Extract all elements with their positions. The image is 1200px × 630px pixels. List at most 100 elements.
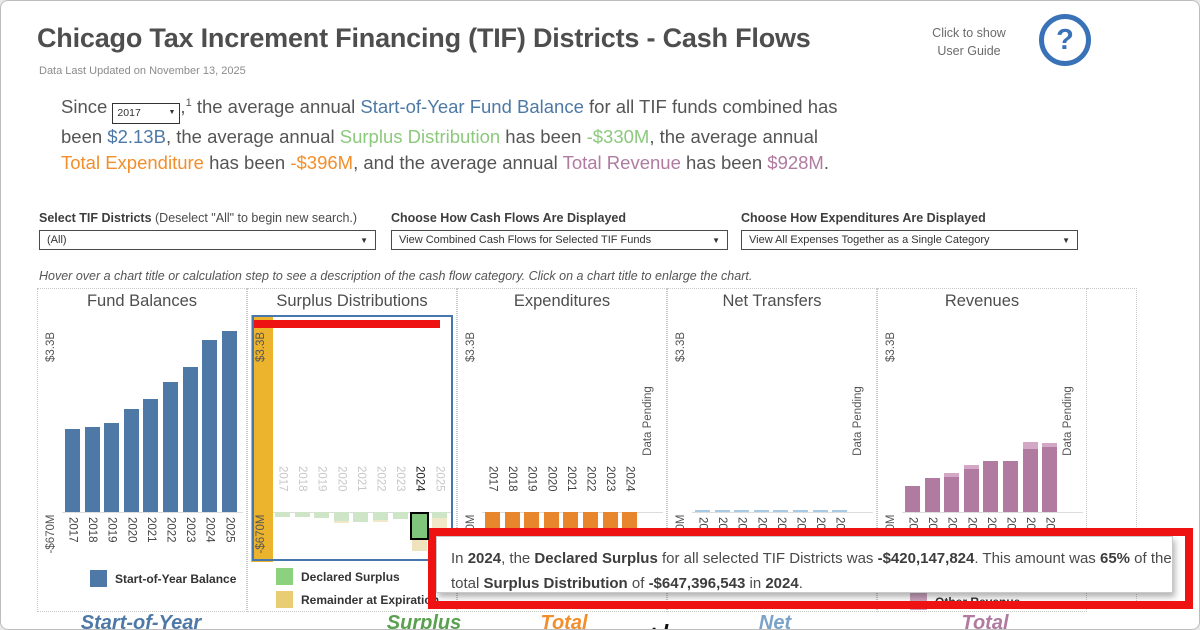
- legend-item[interactable]: Start-of-Year Balance: [90, 570, 236, 587]
- bar[interactable]: [163, 382, 178, 512]
- bar[interactable]: [410, 512, 430, 540]
- y-axis-max-label: $3.3B: [885, 331, 897, 363]
- bar[interactable]: [392, 512, 408, 519]
- bar[interactable]: [333, 521, 349, 523]
- control-label-0: Select TIF Districts (Deselect "All" to …: [39, 211, 358, 225]
- bar[interactable]: [1022, 442, 1038, 449]
- x-axis-year-label: 2023: [604, 466, 617, 492]
- bar[interactable]: [1022, 449, 1038, 512]
- bar[interactable]: [983, 461, 999, 512]
- x-axis-year-label: 2023: [394, 466, 407, 492]
- zero-axis-line: [902, 512, 1083, 513]
- chart-fund-balances: Fund Balances $3.3B -$670M 2017 2018 2019 2020…: [37, 288, 247, 612]
- since-year-select[interactable]: 2017 ▼: [112, 102, 181, 124]
- x-axis-year-label: 2025: [433, 466, 446, 492]
- x-axis-year-label: 2022: [584, 466, 597, 492]
- legend-label: Declared Surplus: [301, 569, 400, 584]
- bar[interactable]: [944, 477, 960, 512]
- bar[interactable]: [65, 429, 80, 512]
- bar[interactable]: [412, 537, 428, 551]
- flow-label-total: Total: [540, 612, 588, 630]
- bar[interactable]: [753, 510, 769, 512]
- chart-title[interactable]: Revenues: [944, 292, 1020, 310]
- bar[interactable]: [84, 427, 100, 512]
- x-axis-year-label: 2023: [184, 517, 197, 543]
- flow-label-: +/-: [646, 619, 677, 629]
- bar[interactable]: [221, 331, 237, 512]
- legend-swatch-icon: [276, 568, 293, 585]
- zero-axis-line: [62, 512, 243, 513]
- control-label-2: Choose How Expenditures Are Displayed: [741, 211, 986, 225]
- bar[interactable]: [373, 520, 388, 522]
- x-axis-year-label: 2019: [525, 466, 538, 492]
- chart-title[interactable]: Surplus Distributions: [276, 292, 428, 310]
- bar[interactable]: [714, 510, 730, 512]
- flow-label-total: Total: [961, 612, 1009, 630]
- x-axis-year-label: 2017: [486, 466, 499, 492]
- bar[interactable]: [1042, 447, 1058, 512]
- bar[interactable]: [314, 512, 330, 518]
- bar[interactable]: [773, 510, 789, 512]
- y-axis-max-label: $3.3B: [465, 331, 477, 363]
- bar[interactable]: [123, 409, 139, 512]
- help-question-icon[interactable]: ?: [1039, 14, 1091, 66]
- last-updated-text: Data Last Updated on November 13, 2025: [39, 65, 246, 77]
- bar[interactable]: [734, 510, 750, 512]
- bar[interactable]: [944, 473, 960, 477]
- x-axis-year-label: 2022: [374, 466, 387, 492]
- bar[interactable]: [1003, 461, 1018, 512]
- bar[interactable]: [182, 367, 198, 512]
- bar[interactable]: [832, 510, 848, 512]
- bar[interactable]: [373, 512, 388, 520]
- x-axis-year-label: 2020: [335, 466, 348, 492]
- data-pending-label: Data Pending: [642, 386, 655, 456]
- bar[interactable]: [924, 478, 940, 512]
- user-guide-label: Click to show User Guide: [932, 26, 1006, 58]
- legend-label: Remainder at Expiration: [301, 592, 440, 607]
- chart-selection-border: [252, 315, 453, 561]
- chevron-down-icon: ▼: [360, 235, 368, 245]
- chevron-down-icon: ▼: [1062, 235, 1070, 245]
- x-axis-year-label: 2017: [66, 517, 79, 543]
- chart-title[interactable]: Expenditures: [513, 292, 611, 310]
- legend-item[interactable]: Remainder at Expiration: [276, 591, 439, 608]
- bar[interactable]: [353, 512, 369, 522]
- chevron-down-icon: ▼: [712, 235, 720, 245]
- bar[interactable]: [143, 399, 159, 512]
- bar[interactable]: [202, 340, 218, 512]
- bar[interactable]: [294, 512, 310, 517]
- bar[interactable]: [963, 469, 979, 512]
- tooltip: In 2024, the Declared Surplus for all se…: [436, 536, 1173, 593]
- bar[interactable]: [963, 465, 979, 469]
- bar[interactable]: [431, 512, 447, 518]
- y-axis-max-label: $3.3B: [45, 331, 57, 363]
- chart-title[interactable]: Fund Balances: [86, 292, 198, 310]
- empty-chart-zone: [1087, 288, 1137, 607]
- bar[interactable]: [104, 423, 120, 512]
- red-annotation-bar: [254, 320, 440, 328]
- bar[interactable]: [905, 486, 920, 512]
- bar[interactable]: [1042, 443, 1058, 447]
- x-axis-year-label: 2017: [276, 466, 289, 492]
- y-axis-max-label: $3.3B: [675, 331, 687, 363]
- flow-label-surplus: Surplus: [386, 612, 462, 630]
- chart-title[interactable]: Net Transfers: [722, 292, 822, 310]
- control-select-0[interactable]: (All) ▼: [39, 230, 376, 250]
- x-axis-year-label: 2018: [506, 466, 519, 492]
- legend-swatch-icon: [90, 570, 107, 587]
- data-pending-label: Data Pending: [1062, 386, 1075, 456]
- bar[interactable]: [695, 510, 710, 512]
- x-axis-year-label: 2021: [564, 466, 577, 492]
- plot-area: 2017 2018 2019 2020 2021 2022 2023 2024 2025: [272, 317, 453, 562]
- control-select-1[interactable]: View Combined Cash Flows for Selected TI…: [391, 230, 728, 250]
- control-select-2[interactable]: View All Expenses Together as a Single C…: [741, 230, 1078, 250]
- x-axis-year-label: 2024: [413, 466, 426, 492]
- bar[interactable]: [333, 512, 349, 521]
- bar[interactable]: [793, 510, 808, 512]
- x-axis-year-label: 2019: [315, 466, 328, 492]
- x-axis-year-label: 2020: [125, 517, 138, 543]
- bar[interactable]: [812, 510, 828, 512]
- bar[interactable]: [275, 512, 290, 517]
- legend-item[interactable]: Declared Surplus: [276, 568, 400, 585]
- x-axis-year-label: 2018: [86, 517, 99, 543]
